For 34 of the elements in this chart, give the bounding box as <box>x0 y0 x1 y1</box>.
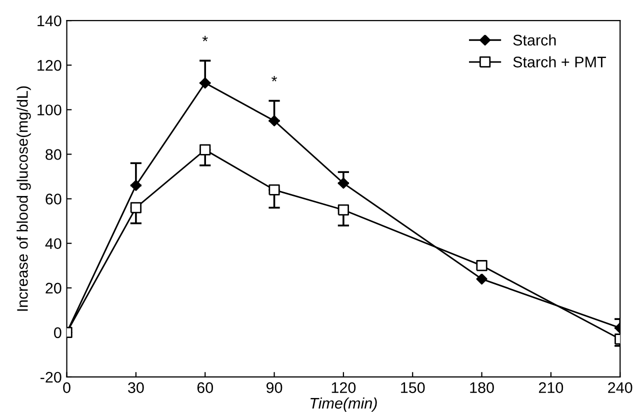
x-tick-label: 60 <box>197 382 214 394</box>
x-tick-label: 210 <box>538 382 564 394</box>
point <box>476 273 488 285</box>
y-tick-label: 60 <box>46 194 62 204</box>
y-tick-label: -20 <box>40 372 62 383</box>
legend-label: Starch + PMT <box>513 56 606 68</box>
point <box>200 144 211 156</box>
point <box>130 202 142 214</box>
point <box>268 115 280 126</box>
point <box>268 184 280 196</box>
point <box>338 204 349 216</box>
y-tick-label: 120 <box>38 60 62 71</box>
point <box>476 260 488 272</box>
x-tick-label: 180 <box>470 382 494 394</box>
y-tick-label: 140 <box>38 15 62 26</box>
x-tick-label: 30 <box>128 382 144 394</box>
y-tick-label: 80 <box>46 149 62 160</box>
y-tick-label: 100 <box>38 104 62 116</box>
x-axis-title: Time(min) <box>310 397 377 412</box>
point <box>200 77 211 89</box>
y-axis-title: Increase of blood glucose(mg/dL) <box>16 86 31 311</box>
y-tick-label: 0 <box>54 327 62 338</box>
x-tick-label: 240 <box>608 382 632 394</box>
y-tick-label: 20 <box>46 282 62 294</box>
annotation: * <box>202 36 208 42</box>
x-tick-label: 90 <box>266 382 282 394</box>
x-tick-label: 150 <box>401 382 425 394</box>
x-tick-label: 0 <box>63 382 70 394</box>
point <box>338 178 349 189</box>
annotation: * <box>272 76 278 82</box>
point <box>130 180 142 191</box>
y-tick-label: 40 <box>45 238 62 250</box>
legend-label: Starch <box>513 34 556 46</box>
x-tick-label: 120 <box>332 382 356 394</box>
